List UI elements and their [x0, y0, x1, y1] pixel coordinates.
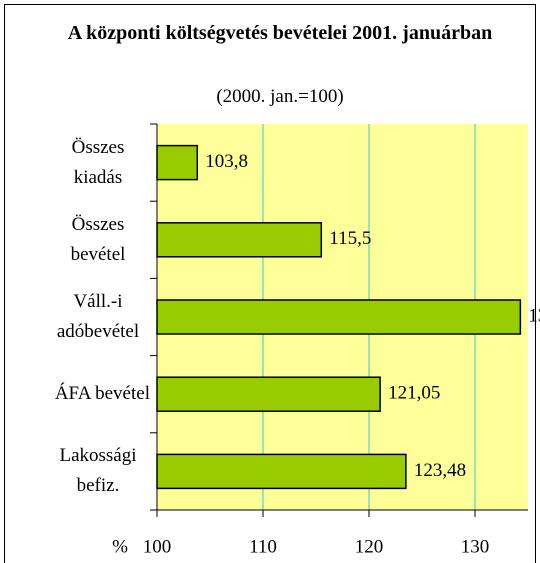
x-tick-label: 110 — [249, 536, 277, 557]
bar — [156, 299, 522, 335]
x-tick-label: 100 — [143, 536, 172, 557]
data-label: 115,5 — [329, 228, 371, 249]
y-tick-label: Váll.-i adóbevétel — [56, 291, 140, 342]
x-tick-label: 120 — [355, 536, 384, 557]
y-tick-label: Összes kiadás — [71, 136, 125, 188]
data-label: 121,05 — [388, 383, 440, 404]
y-tick-label: ÁFA bevétel — [54, 383, 150, 405]
data-label: 103,8 — [205, 151, 248, 172]
bar — [156, 222, 323, 258]
y-tick-label: Lakossági befiz. — [59, 445, 137, 497]
data-label: 123,48 — [414, 460, 466, 481]
x-tick-label: 130 — [461, 536, 490, 557]
chart-title: A központi költségvetés bevételei 2001. … — [67, 22, 493, 44]
bar — [156, 144, 199, 181]
data-label: 134,28 — [528, 305, 540, 326]
chart-subtitle: (2000. jan.=100) — [216, 86, 344, 107]
y-tick-label: Összes bevétel — [70, 213, 126, 265]
bar — [156, 453, 407, 490]
bar — [156, 376, 381, 412]
x-axis-label: % — [112, 536, 128, 557]
